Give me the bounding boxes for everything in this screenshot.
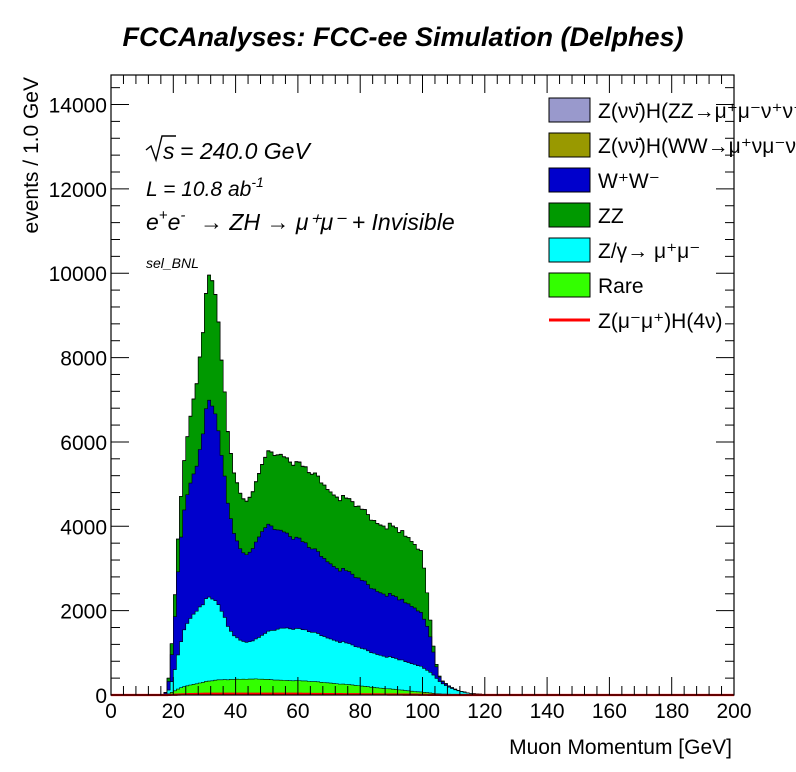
- legend-item-signal: Z(μ⁻μ⁺)H(4ν): [549, 310, 723, 333]
- legend-swatch: [548, 237, 591, 263]
- legend-swatch: [548, 167, 591, 193]
- luminosity-text: L = 10.8 ab: [146, 178, 252, 201]
- legend-label: ZZ: [598, 205, 624, 228]
- chart-title: FCCAnalyses: FCC-ee Simulation (Delphes): [122, 22, 683, 52]
- x-tick-label: 200: [716, 700, 751, 723]
- x-tick-label: 160: [592, 700, 627, 723]
- x-axis-label: Muon Momentum [GeV]: [509, 736, 732, 759]
- luminosity-exponent: -1: [251, 174, 263, 190]
- y-tick-label: 8000: [60, 348, 107, 371]
- legend-item-zgamma: Z/γ→ μ⁺μ⁻: [548, 237, 700, 263]
- x-tick-label: 80: [349, 700, 372, 723]
- legend-label: Z/γ→ μ⁺μ⁻: [598, 240, 700, 263]
- x-tick-label: 0: [105, 700, 117, 723]
- y-tick-label: 4000: [60, 516, 107, 539]
- y-tick-label: 2000: [60, 601, 107, 624]
- legend-swatch: [548, 272, 591, 298]
- legend-item-ww: W⁺W⁻: [548, 167, 660, 193]
- selection-label: sel_BNL: [146, 255, 199, 271]
- sqrt-s-value: = 240.0 GeV: [180, 138, 312, 164]
- process-annotation: e+e- → ZH → μ⁺μ⁻ + Invisible: [146, 207, 455, 235]
- y-axis-label: events / 1.0 GeV: [20, 77, 43, 233]
- stacked-histogram: [111, 274, 734, 696]
- y-tick-label: 10000: [49, 263, 107, 286]
- legend-item-zh_zz: Z(νν̄)H(ZZ→μ⁺μ⁻ν⁺ν⁻): [548, 97, 796, 123]
- y-axis: 0 2000 4000 6000 8000 10000 12000 14000: [49, 87, 734, 708]
- legend-label: Rare: [598, 275, 644, 298]
- legend-label: Z(νν̄)H(ZZ→μ⁺μ⁻ν⁺ν⁻): [598, 100, 796, 123]
- legend: Z(νν̄)H(ZZ→μ⁺μ⁻ν⁺ν⁻) Z(νν̄)H(WW→μ⁺νμ⁻ν) W⁺…: [548, 97, 796, 333]
- process-text: → ZH → μ⁺μ⁻ + Invisible: [200, 209, 455, 235]
- sqrt-s-symbol: s: [163, 138, 175, 164]
- y-tick-label: 0: [95, 685, 107, 708]
- x-tick-label: 40: [224, 700, 247, 723]
- x-tick-label: 100: [405, 700, 440, 723]
- x-tick-label: 20: [162, 700, 185, 723]
- y-tick-label: 14000: [49, 95, 107, 118]
- legend-swatch: [548, 202, 591, 228]
- legend-item-zh_ww: Z(νν̄)H(WW→μ⁺νμ⁻ν): [548, 132, 796, 158]
- x-tick-label: 60: [286, 700, 309, 723]
- x-tick-label: 180: [654, 700, 689, 723]
- y-tick-label: 12000: [49, 179, 107, 202]
- luminosity-annotation: L = 10.8 ab-1: [146, 174, 264, 201]
- process-initial-state: e+e-: [146, 207, 185, 235]
- legend-item-rare: Rare: [548, 272, 644, 298]
- sqrt-s-annotation: s = 240.0 GeV: [145, 135, 312, 164]
- legend-label: Z(νν̄)H(WW→μ⁺νμ⁻ν): [598, 135, 796, 158]
- legend-swatch: [548, 132, 591, 158]
- legend-swatch: [548, 97, 591, 123]
- y-tick-label: 6000: [60, 432, 107, 455]
- legend-label: Z(μ⁻μ⁺)H(4ν): [598, 310, 723, 333]
- legend-label: W⁺W⁻: [598, 170, 660, 193]
- legend-item-zz: ZZ: [548, 202, 624, 228]
- x-tick-label: 120: [467, 700, 502, 723]
- x-tick-label: 140: [530, 700, 565, 723]
- x-axis: 0 20 40 60 80 100 120 140 160 180 200: [105, 75, 752, 723]
- sqrt-icon: [145, 135, 176, 163]
